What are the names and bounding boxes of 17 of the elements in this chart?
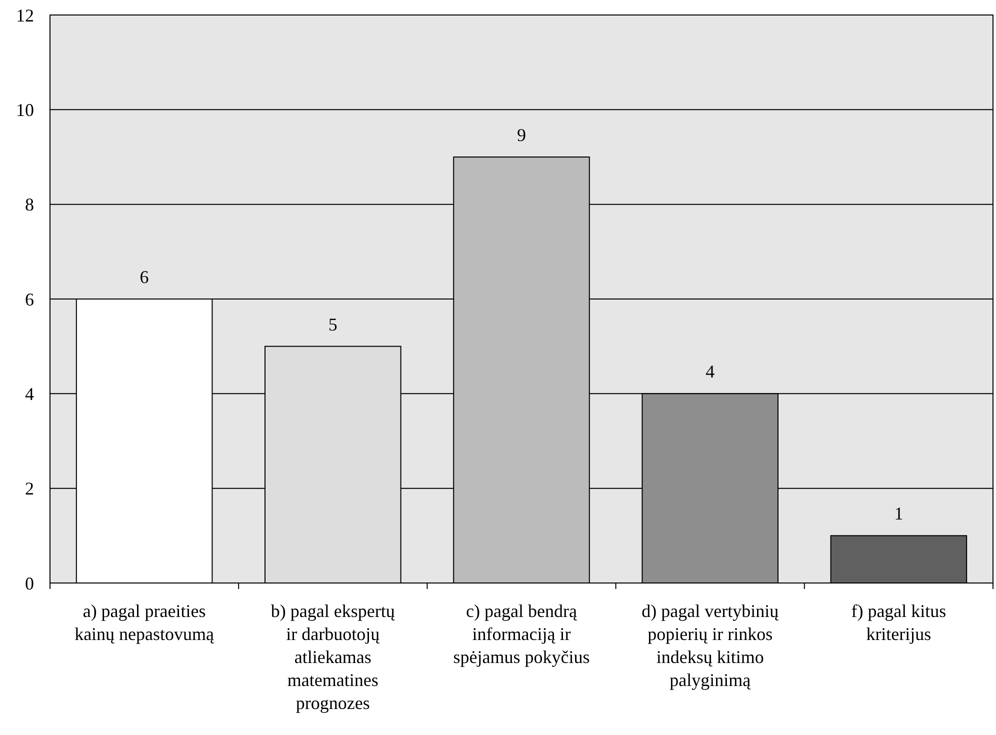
- data-label: 1: [894, 504, 904, 524]
- x-tick-label: f) pagal kitus kriterijus: [851, 601, 946, 644]
- x-tick-label: b) pagal ekspertų ir darbuotojų atliekamas matematines prognozes: [270, 601, 396, 713]
- y-tick-label: 4: [25, 384, 34, 404]
- y-tick-label: 6: [25, 289, 34, 310]
- y-tick-label: 12: [16, 5, 34, 26]
- data-label: 6: [140, 267, 149, 287]
- x-tick-label: d) pagal vertybinių popierių ir rinkos indeksų kitimo palyginimą: [642, 601, 780, 690]
- data-label: 9: [517, 125, 526, 145]
- y-tick-label: 10: [16, 100, 34, 120]
- x-tick-label: c) pagal bendrą informaciją ir spėjamus pokyčius: [453, 601, 590, 667]
- y-tick-label: 8: [25, 194, 34, 215]
- y-tick-label: 0: [25, 573, 34, 594]
- y-tick-label: 2: [25, 478, 34, 499]
- x-tick-label: a) pagal praeities kainų nepastovumą: [74, 601, 216, 644]
- data-label: 5: [328, 314, 338, 334]
- data-label: 4: [706, 362, 715, 382]
